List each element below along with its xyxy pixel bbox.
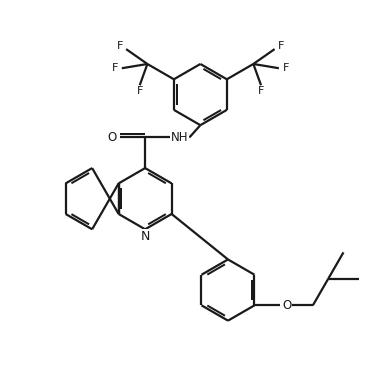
Text: NH: NH	[171, 131, 189, 144]
Text: F: F	[282, 63, 289, 73]
Text: N: N	[140, 230, 150, 243]
Text: F: F	[258, 86, 264, 96]
Text: O: O	[108, 131, 117, 144]
Text: F: F	[137, 86, 143, 96]
Text: F: F	[117, 41, 123, 51]
Text: F: F	[277, 41, 284, 51]
Text: F: F	[112, 63, 118, 73]
Text: O: O	[282, 299, 291, 312]
